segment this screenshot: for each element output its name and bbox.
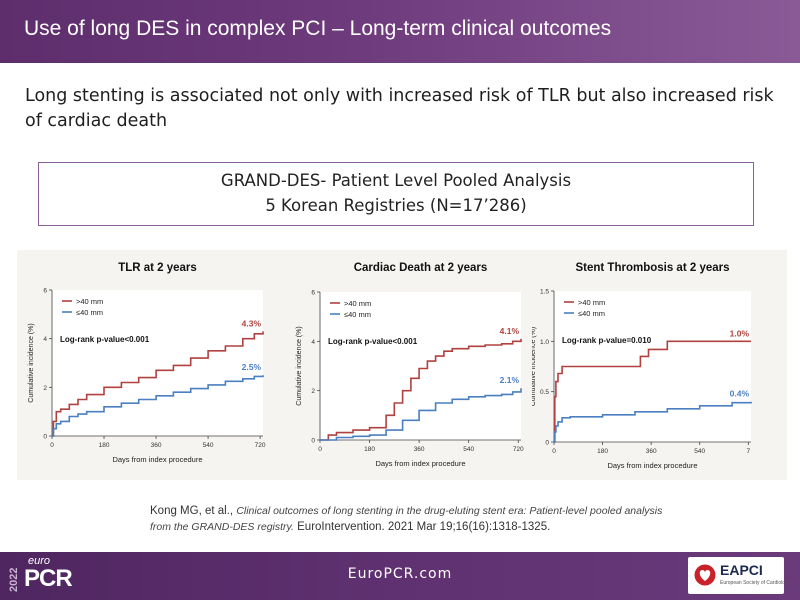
y-tick-label: 0 xyxy=(311,438,315,445)
y-tick-label: 2 xyxy=(311,388,315,395)
y-tick-label: 1.0 xyxy=(540,339,549,346)
citation-authors: Kong MG, et al., xyxy=(150,505,234,517)
x-axis-label: Days from index procedure xyxy=(375,459,465,468)
series-line-long xyxy=(554,340,751,443)
x-tick-label: 0 xyxy=(50,442,54,449)
eapci-label: EAPCI xyxy=(720,562,763,578)
legend-label: >40 mm xyxy=(76,297,103,306)
legend-label: >40 mm xyxy=(344,299,371,308)
y-tick-label: 4 xyxy=(311,339,315,346)
x-tick-label: 180 xyxy=(99,442,110,449)
logo-year: 2022 xyxy=(8,568,20,592)
y-tick-label: 6 xyxy=(311,290,315,297)
chart-tlr-svg: TLR at 2 years 0 2 4 6 0 180 360 540 720 Days from… xyxy=(28,262,266,464)
y-tick-label: 1.5 xyxy=(540,289,549,296)
x-tick-label: 720 xyxy=(255,442,266,449)
plot-background xyxy=(320,292,521,440)
x-tick-label: 540 xyxy=(463,446,474,453)
y-tick-label: 0 xyxy=(545,440,549,447)
y-tick-label: 2 xyxy=(43,385,47,392)
series-line-long xyxy=(320,338,522,441)
x-axis-label: Days from index procedure xyxy=(607,461,697,470)
study-box: GRAND-DES- Patient Level Pooled Analysis… xyxy=(38,162,754,226)
series-line-short xyxy=(52,375,264,437)
legend-label: ≤40 mm xyxy=(344,310,371,319)
x-tick-label: 180 xyxy=(597,448,608,455)
x-tick-label: 360 xyxy=(646,448,657,455)
chart-cardiac-death-svg: Cardiac Death at 2 years 0 2 4 6 0 180 360 540 72… xyxy=(296,262,524,468)
series-line-short xyxy=(320,388,522,441)
y-axis-label: Cumulative incidence (%) xyxy=(532,327,537,406)
study-registries: 5 Korean Registries (N=17’286) xyxy=(265,196,527,215)
chart-title: TLR at 2 years xyxy=(118,262,197,274)
end-value-label: 2.1% xyxy=(500,375,520,385)
y-tick-label: 6 xyxy=(43,288,47,295)
series-line-long xyxy=(52,331,264,437)
log-rank-annotation: Log-rank p-value=0.010 xyxy=(562,336,652,345)
chart-stent-thrombosis: Stent Thrombosis at 2 years 0 0.5 1.0 1.5 0 18… xyxy=(532,250,784,480)
heart-icon xyxy=(694,564,716,586)
slide-subtitle: Long stenting is associated not only wit… xyxy=(25,86,774,131)
citation-title: Clinical outcomes of long stenting in th… xyxy=(150,505,663,533)
x-tick-label: 360 xyxy=(151,442,162,449)
end-value-label: 2.5% xyxy=(242,362,262,372)
y-axis-label: Cumulative incidence (%) xyxy=(296,326,303,405)
x-tick-label: 360 xyxy=(414,446,425,453)
legend-label: >40 mm xyxy=(578,298,605,307)
eapci-sub: European Society of Cardiology xyxy=(720,580,791,586)
log-rank-annotation: Log-rank p-value<0.001 xyxy=(328,337,418,346)
x-tick-label: 540 xyxy=(694,448,705,455)
y-tick-label: 4 xyxy=(43,336,47,343)
chart-title: Cardiac Death at 2 years xyxy=(354,262,488,274)
x-axis-label: Days from index procedure xyxy=(112,455,202,464)
eapci-logo: EAPCI European Society of Cardiology xyxy=(688,557,790,594)
chart-stent-thrombosis-svg: Stent Thrombosis at 2 years 0 0.5 1.0 1.5 0 18… xyxy=(532,262,752,470)
footer: 2022 euro PCR EuroPCR.com xyxy=(0,552,800,600)
end-value-label: 4.3% xyxy=(242,318,262,328)
citation-journal: EuroIntervention. 2021 Mar 19;16(16):131… xyxy=(297,521,551,533)
chart-tlr: TLR at 2 years 0 2 4 6 0 180 360 540 720 Days from… xyxy=(20,250,278,480)
europcr-logo: PCR xyxy=(24,565,73,592)
y-tick-label: 0.5 xyxy=(540,389,549,396)
x-tick-label: 180 xyxy=(364,446,375,453)
logo-euro: euro xyxy=(28,555,51,567)
chart-cardiac-death: Cardiac Death at 2 years 0 2 4 6 0 180 360 540 72… xyxy=(278,250,530,480)
end-value-label: 1.0% xyxy=(730,328,750,338)
log-rank-annotation: Log-rank p-value<0.001 xyxy=(60,335,150,344)
svg-text:2022: 2022 xyxy=(8,568,20,592)
slide-header: Use of long DES in complex PCI – Long-te… xyxy=(0,0,800,63)
slide-title: Use of long DES in complex PCI – Long-te… xyxy=(24,17,612,40)
end-value-label: 4.1% xyxy=(500,326,520,336)
x-tick-label: 0 xyxy=(552,448,556,455)
y-tick-label: 0 xyxy=(43,434,47,441)
legend-label: ≤40 mm xyxy=(578,309,605,318)
citation: Kong MG, et al., Clinical outcomes of lo… xyxy=(150,503,670,535)
study-title: GRAND-DES- Patient Level Pooled Analysis xyxy=(220,171,572,190)
legend-label: ≤40 mm xyxy=(76,308,103,317)
y-axis-label: Cumulative incidence (%) xyxy=(28,323,35,402)
x-tick-label: 720 xyxy=(513,446,524,453)
footer-url[interactable]: EuroPCR.com xyxy=(347,566,453,582)
x-tick-label: 7 xyxy=(746,448,750,455)
x-tick-label: 540 xyxy=(203,442,214,449)
end-value-label: 0.4% xyxy=(730,389,750,399)
chart-title: Stent Thrombosis at 2 years xyxy=(575,262,729,274)
series-line-short xyxy=(554,401,752,443)
x-tick-label: 0 xyxy=(318,446,322,453)
